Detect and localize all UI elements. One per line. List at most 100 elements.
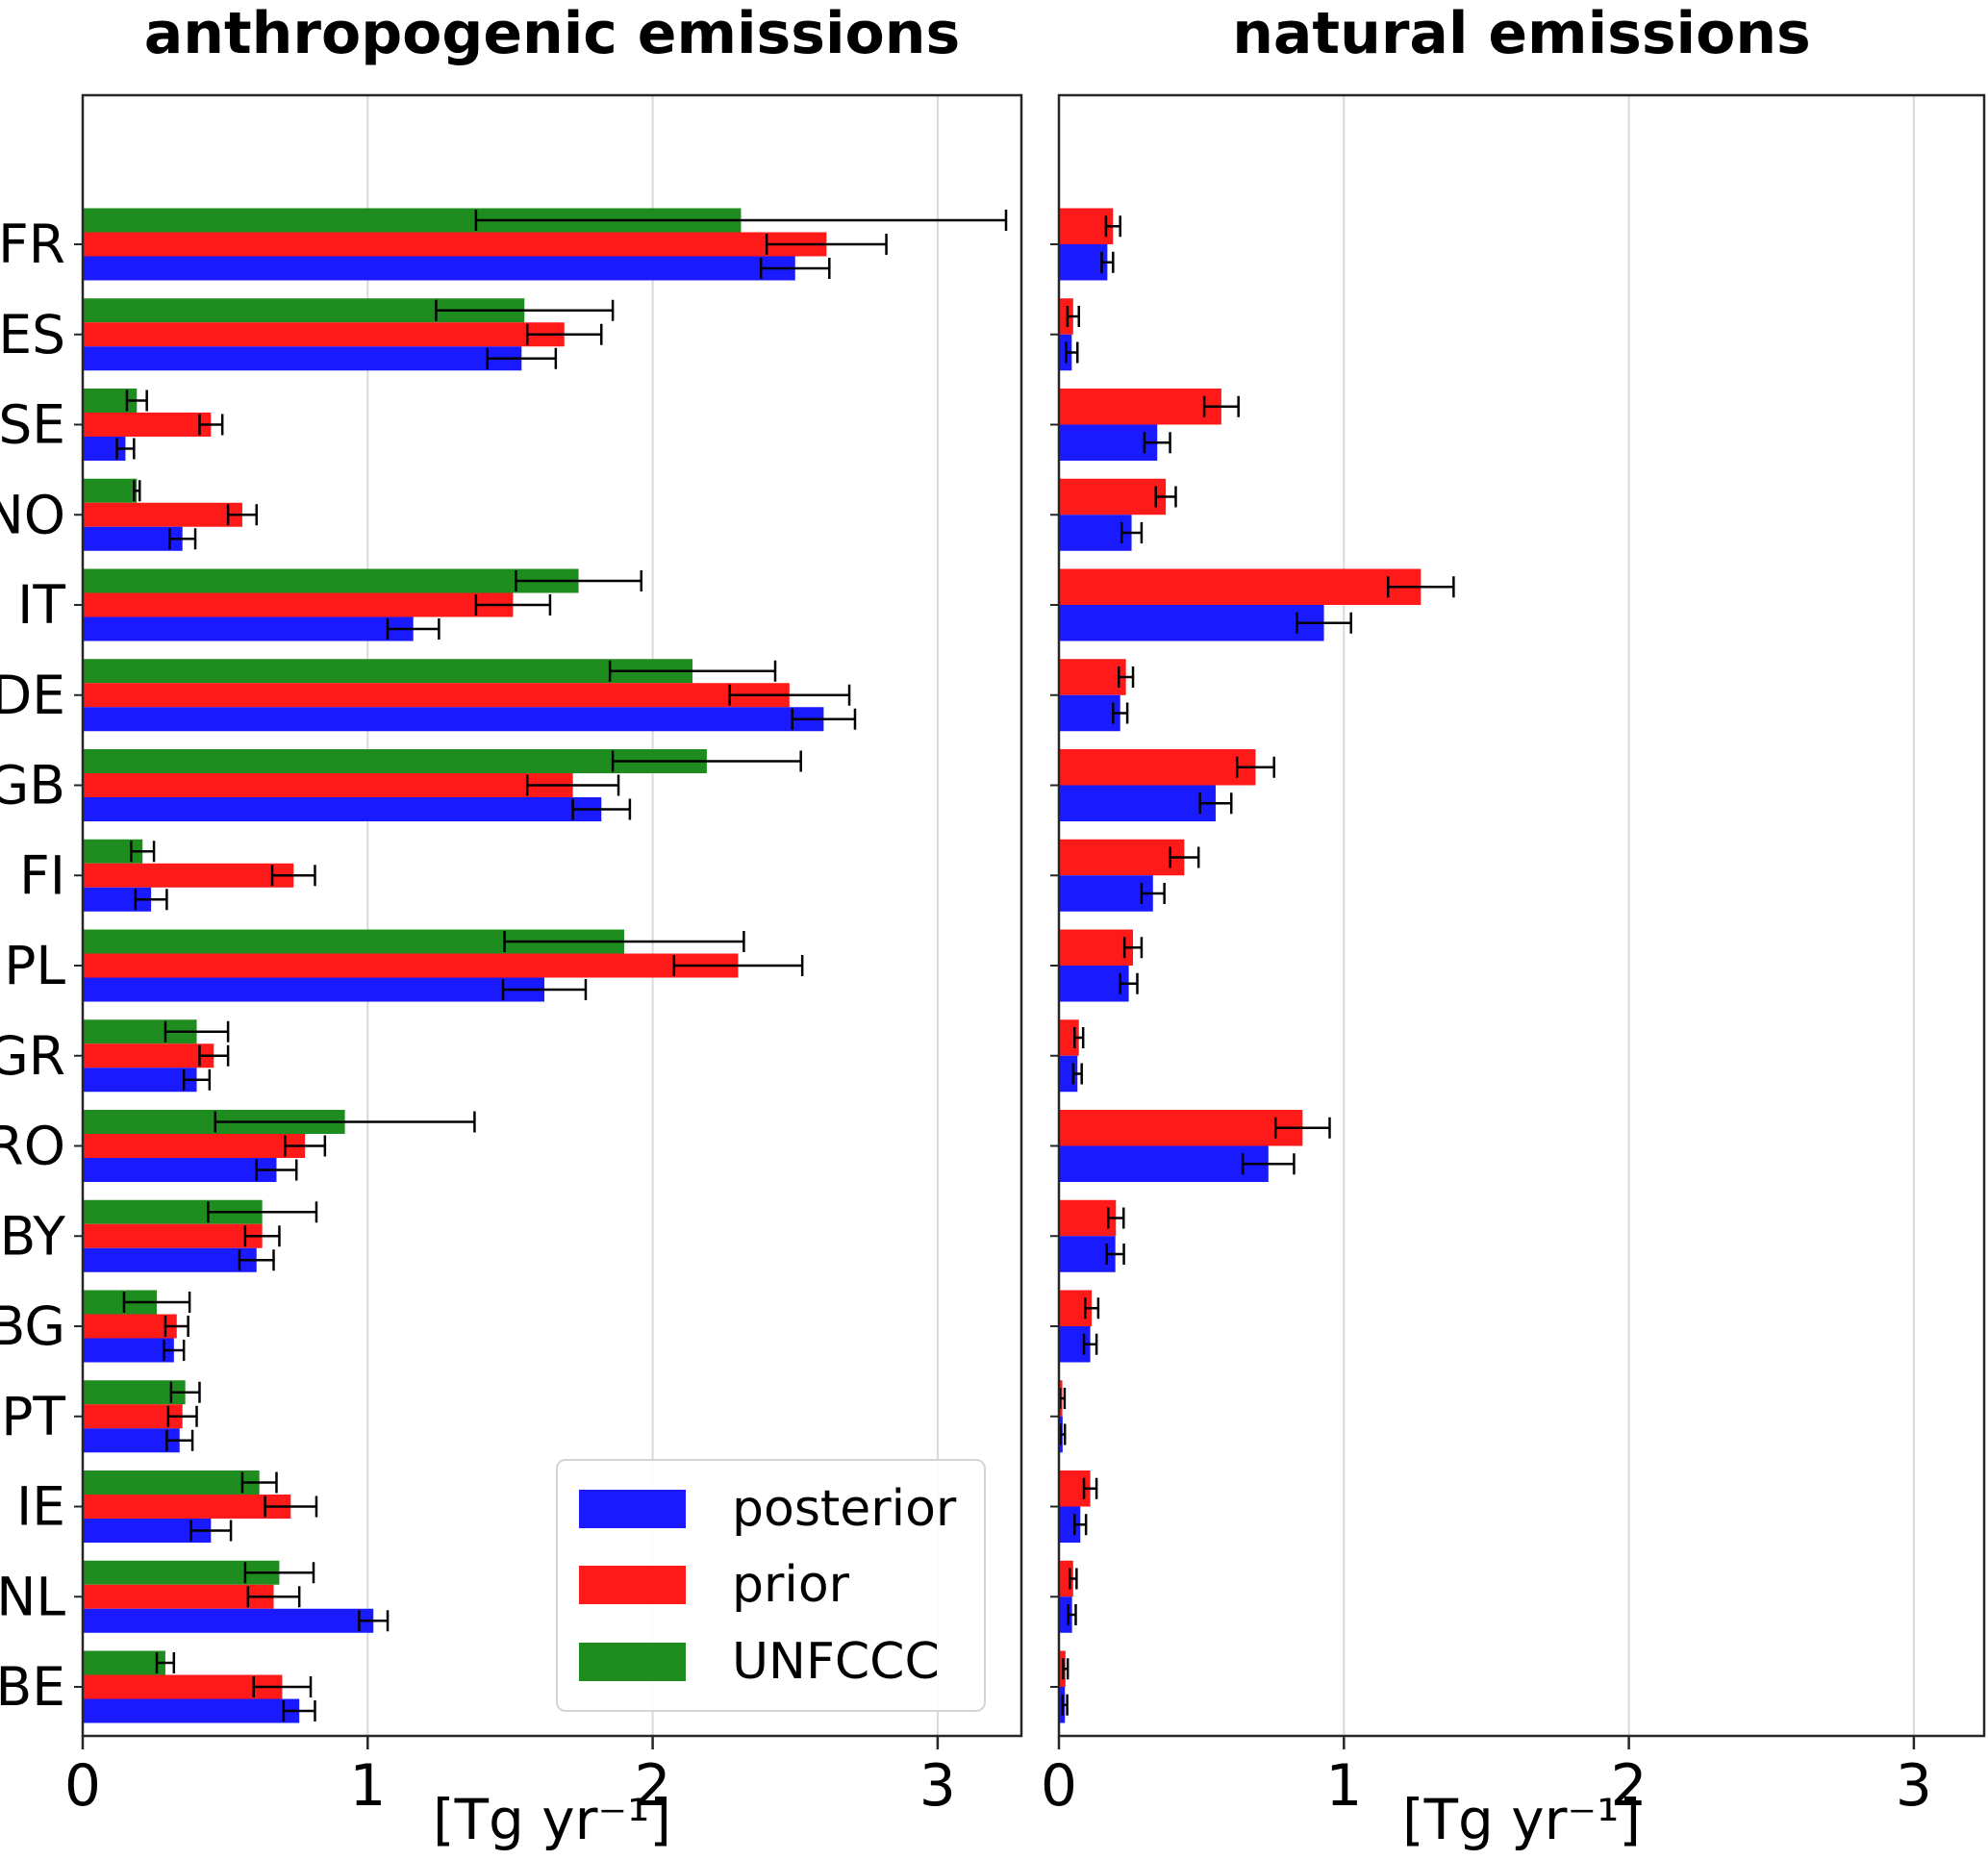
bar-posterior-ES bbox=[84, 346, 522, 371]
y-tick-label-FI: FI bbox=[19, 844, 65, 906]
error-bar-prior-NL bbox=[246, 1586, 301, 1608]
error-bar-prior-PL bbox=[1122, 937, 1144, 959]
error-bar-posterior-RO bbox=[1241, 1153, 1296, 1175]
right-panel-title: natural emissions bbox=[1232, 0, 1811, 67]
error-bar-prior-DE bbox=[728, 684, 851, 706]
error-bar-posterior-GB bbox=[571, 798, 632, 820]
error-bar-prior-SE bbox=[1202, 395, 1240, 417]
error-bar-UNFCCC-PL bbox=[503, 931, 745, 952]
error-bar-posterior-NO bbox=[168, 528, 197, 550]
error-bar-UNFCCC-DE bbox=[608, 660, 777, 682]
legend-label-posterior: posterior bbox=[732, 1479, 957, 1538]
bar-prior-ES bbox=[84, 322, 565, 347]
y-tick-label-BG: BG bbox=[0, 1295, 65, 1357]
error-bar-UNFCCC-NO bbox=[133, 480, 141, 502]
error-bar-prior-BY bbox=[243, 1225, 281, 1247]
axes-border bbox=[81, 93, 1023, 1738]
error-bar-prior-FR bbox=[765, 234, 888, 255]
y-tick-label-BY: BY bbox=[0, 1205, 65, 1267]
error-bar-UNFCCC-BG bbox=[122, 1292, 191, 1313]
bar-posterior-BY bbox=[84, 1247, 257, 1272]
error-bar-prior-SE bbox=[198, 414, 224, 436]
y-tick-label-IE: IE bbox=[16, 1476, 65, 1538]
error-bar-posterior-PT bbox=[1059, 1423, 1067, 1445]
y-tick-label-PT: PT bbox=[1, 1386, 65, 1447]
bar-prior-GB bbox=[1060, 749, 1256, 786]
legend-label-unfccc: UNFCCC bbox=[732, 1633, 940, 1692]
bar-posterior-SE bbox=[1060, 424, 1158, 461]
bar-posterior-BG bbox=[84, 1338, 174, 1363]
error-bar-prior-FI bbox=[270, 865, 316, 887]
error-bar-prior-IT bbox=[1386, 576, 1455, 598]
unfccc-swatch-icon bbox=[579, 1643, 686, 1682]
bar-posterior-RO bbox=[84, 1158, 277, 1182]
right-x-axis-label: [Tg yr⁻¹] bbox=[1402, 1787, 1641, 1852]
error-bar-prior-PL bbox=[672, 955, 804, 976]
bar-prior-FI bbox=[1060, 839, 1185, 876]
legend-label-prior: prior bbox=[732, 1556, 850, 1615]
bar-prior-BY bbox=[84, 1223, 263, 1248]
error-bar-posterior-BY bbox=[1105, 1244, 1125, 1265]
bar-UNFCCC-PT bbox=[84, 1380, 186, 1405]
error-bar-UNFCCC-PT bbox=[169, 1381, 201, 1403]
error-bar-UNFCCC-FI bbox=[130, 841, 156, 863]
y-tick-label-BE: BE bbox=[0, 1656, 65, 1718]
error-bar-prior-BG bbox=[1084, 1297, 1100, 1320]
error-bar-posterior-IE bbox=[1073, 1514, 1088, 1536]
error-bar-UNFCCC-GR bbox=[164, 1020, 230, 1043]
error-bar-UNFCCC-BE bbox=[155, 1652, 176, 1673]
bar-prior-IT bbox=[84, 592, 514, 617]
bar-prior-BY bbox=[1060, 1199, 1117, 1237]
bar-posterior-DE bbox=[1060, 694, 1120, 732]
legend-item-posterior: posterior bbox=[558, 1484, 984, 1534]
error-bar-prior-BY bbox=[1107, 1207, 1125, 1229]
posterior-swatch-icon bbox=[579, 1489, 686, 1528]
bar-UNFCCC-IE bbox=[84, 1470, 260, 1495]
bar-posterior-FR bbox=[1060, 244, 1108, 281]
x-tick-label: 2 bbox=[635, 1752, 671, 1820]
bar-UNFCCC-DE bbox=[84, 659, 693, 684]
error-bar-UNFCCC-IT bbox=[515, 570, 642, 591]
x-tick-label: 2 bbox=[1611, 1752, 1648, 1820]
error-bar-posterior-BY bbox=[238, 1249, 275, 1271]
error-bar-posterior-PT bbox=[165, 1429, 194, 1451]
bar-prior-GR bbox=[84, 1043, 214, 1068]
bar-UNFCCC-BE bbox=[84, 1650, 165, 1675]
bar-posterior-NO bbox=[84, 526, 183, 551]
error-bar-prior-GB bbox=[525, 774, 620, 796]
bar-posterior-FR bbox=[84, 256, 795, 281]
bar-prior-FR bbox=[84, 232, 827, 257]
bar-posterior-GB bbox=[84, 797, 602, 821]
error-bar-prior-BE bbox=[1062, 1658, 1069, 1680]
error-bar-posterior-NL bbox=[1067, 1604, 1077, 1625]
bar-posterior-DE bbox=[84, 707, 824, 732]
panel-natural: 0 1 2 3 bbox=[1041, 93, 1986, 1820]
bar-posterior-GR bbox=[84, 1068, 197, 1093]
y-tick-label-SE: SE bbox=[0, 394, 65, 456]
bar-prior-BE bbox=[84, 1674, 283, 1699]
bar-posterior-FI bbox=[1060, 875, 1153, 912]
error-bar-UNFCCC-GB bbox=[611, 750, 802, 772]
bar-prior-NO bbox=[84, 502, 242, 527]
error-bar-prior-IT bbox=[474, 594, 552, 616]
bar-prior-FI bbox=[84, 863, 294, 888]
error-bar-prior-NL bbox=[1069, 1568, 1078, 1590]
bar-prior-RO bbox=[84, 1134, 306, 1158]
y-tick-label-NL: NL bbox=[0, 1566, 65, 1627]
bar-UNFCCC-NO bbox=[84, 478, 138, 503]
x-tick-label: 1 bbox=[1325, 1752, 1362, 1820]
error-bar-UNFCCC-SE bbox=[125, 390, 148, 412]
bar-prior-IT bbox=[1060, 568, 1422, 605]
error-bar-posterior-IT bbox=[1296, 612, 1352, 634]
bar-posterior-IT bbox=[84, 616, 414, 641]
y-tick-label-GB: GB bbox=[0, 755, 65, 817]
error-bar-prior-ES bbox=[525, 323, 603, 345]
error-bar-posterior-DE bbox=[791, 708, 857, 730]
x-tick-label: 0 bbox=[1041, 1752, 1077, 1820]
error-bar-prior-IE bbox=[264, 1496, 318, 1518]
bar-posterior-RO bbox=[1060, 1145, 1269, 1182]
x-tick-label: 3 bbox=[919, 1752, 956, 1820]
error-bar-prior-PT bbox=[166, 1405, 198, 1427]
left-panel-title: anthropogenic emissions bbox=[143, 0, 961, 67]
